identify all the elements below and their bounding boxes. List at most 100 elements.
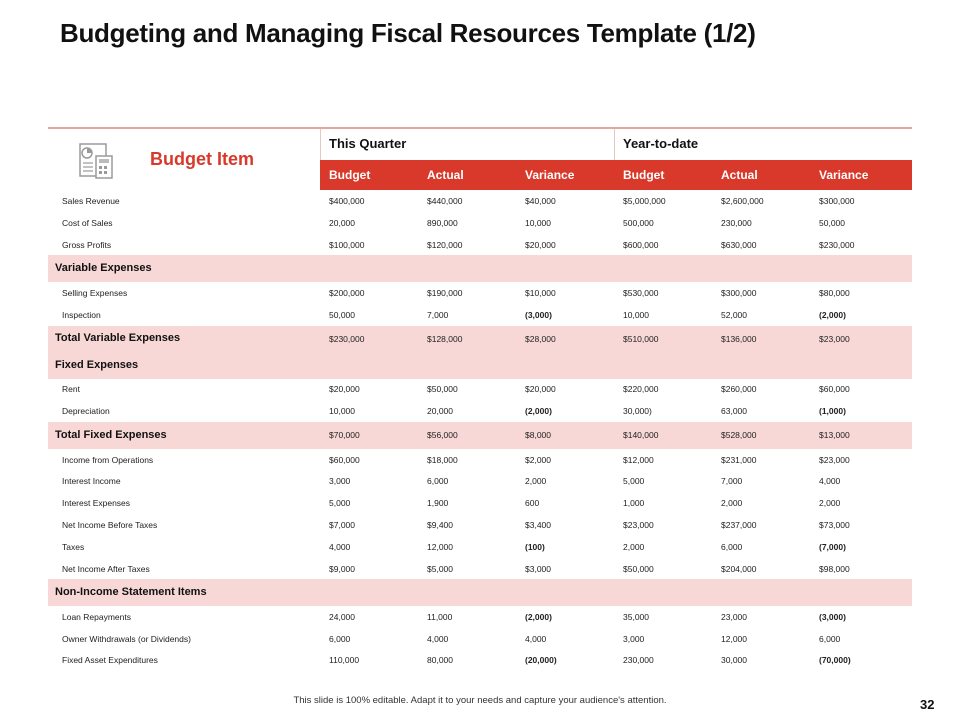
cell: $440,000 [427, 195, 463, 206]
row-label: Gross Profits [62, 239, 112, 250]
cell: 10,000 [525, 217, 551, 228]
cell: 50,000 [819, 217, 845, 228]
cell: $23,000 [819, 333, 850, 344]
row-label: Depreciation [62, 406, 110, 417]
column-header: Budget [329, 168, 371, 182]
cell: $20,000 [329, 384, 360, 395]
icon [79, 143, 113, 179]
cell: 6,000 [329, 633, 351, 644]
row-label: Owner Withdrawals (or Dividends) [62, 633, 191, 644]
cell: 4,000 [525, 633, 547, 644]
row-label: Taxes [62, 541, 85, 552]
row-label: Fixed Expenses [55, 358, 139, 371]
cell: 24,000 [329, 611, 355, 622]
cell: $50,000 [427, 384, 458, 395]
cell: 1,900 [427, 498, 449, 509]
cell: $300,000 [721, 287, 757, 298]
cell: 10,000 [623, 309, 649, 320]
cell: 30,000 [721, 655, 747, 666]
cell: (3,000) [819, 611, 846, 622]
column-header: Actual [721, 168, 758, 182]
row-label: Interest Income [62, 476, 121, 487]
cell: 110,000 [329, 655, 360, 666]
cell: $140,000 [623, 430, 659, 441]
cell: 2,000 [721, 498, 743, 509]
cell: 6,000 [427, 476, 449, 487]
cell: $20,000 [525, 239, 556, 250]
cell: 23,000 [721, 611, 747, 622]
row-label: Variable Expenses [55, 262, 152, 275]
cell: $3,400 [525, 519, 551, 530]
column-header: Budget [623, 168, 665, 182]
row-label: Inspection [62, 309, 101, 320]
cell: $60,000 [329, 454, 360, 465]
cell: 80,000 [427, 655, 453, 666]
cell: $630,000 [721, 239, 757, 250]
row-label: Fixed Asset Expenditures [62, 655, 158, 666]
cell: $510,000 [623, 333, 659, 344]
row-label: Income from Operations [62, 454, 154, 465]
row-label: Rent [62, 384, 80, 395]
row-band [48, 352, 912, 379]
cell: $23,000 [623, 519, 654, 530]
cell: 7,000 [427, 309, 449, 320]
cell: $70,000 [329, 430, 360, 441]
divider [614, 129, 615, 160]
cell: 890,000 [427, 217, 458, 228]
cell: 20,000 [329, 217, 355, 228]
row-label: Net Income Before Taxes [62, 519, 158, 530]
cell: $10,000 [525, 287, 556, 298]
cell: $136,000 [721, 333, 757, 344]
row-band [48, 579, 912, 606]
cell: 230,000 [721, 217, 752, 228]
cell: (7,000) [819, 541, 846, 552]
cell: $2,600,000 [721, 195, 764, 206]
divider [320, 129, 321, 160]
cell: 4,000 [427, 633, 449, 644]
cell: $50,000 [623, 563, 654, 574]
cell: $231,000 [721, 454, 757, 465]
cell: $230,000 [819, 239, 855, 250]
cell: (3,000) [525, 309, 552, 320]
corner-label: Budget Item [150, 149, 255, 169]
column-header: Variance [525, 168, 575, 182]
cell: (2,000) [819, 309, 846, 320]
cell: 4,000 [329, 541, 351, 552]
cell: $73,000 [819, 519, 850, 530]
cell: (2,000) [525, 611, 552, 622]
row-label: Loan Repayments [62, 611, 131, 622]
cell: (1,000) [819, 406, 846, 417]
cell: 6,000 [819, 633, 841, 644]
cell: $12,000 [623, 454, 654, 465]
top-rule [48, 127, 912, 129]
cell: $100,000 [329, 239, 365, 250]
cell: $23,000 [819, 454, 850, 465]
group-header: Year-to-date [623, 136, 699, 151]
footer-note: This slide is 100% editable. Adapt it to… [293, 695, 667, 706]
cell: $190,000 [427, 287, 463, 298]
page-number: 32 [920, 697, 935, 712]
row-band [48, 422, 912, 449]
cell: 10,000 [329, 406, 355, 417]
cell: $530,000 [623, 287, 659, 298]
row-label: Total Variable Expenses [55, 332, 181, 345]
cell: $40,000 [525, 195, 556, 206]
cell: 35,000 [623, 611, 649, 622]
cell: $5,000,000 [623, 195, 666, 206]
cell: $200,000 [329, 287, 365, 298]
cell: $528,000 [721, 430, 757, 441]
cell: $128,000 [427, 333, 463, 344]
cell: 600 [525, 498, 540, 509]
cell: 12,000 [721, 633, 747, 644]
cell: $8,000 [525, 430, 551, 441]
cell: 6,000 [721, 541, 743, 552]
cell: $9,000 [329, 563, 355, 574]
cell: 500,000 [623, 217, 654, 228]
cell: $120,000 [427, 239, 463, 250]
cell: 2,000 [525, 476, 547, 487]
row-label: Interest Expenses [62, 498, 131, 509]
cell: $3,000 [525, 563, 551, 574]
cell: $7,000 [329, 519, 355, 530]
cell: 50,000 [329, 309, 355, 320]
cell: 12,000 [427, 541, 453, 552]
